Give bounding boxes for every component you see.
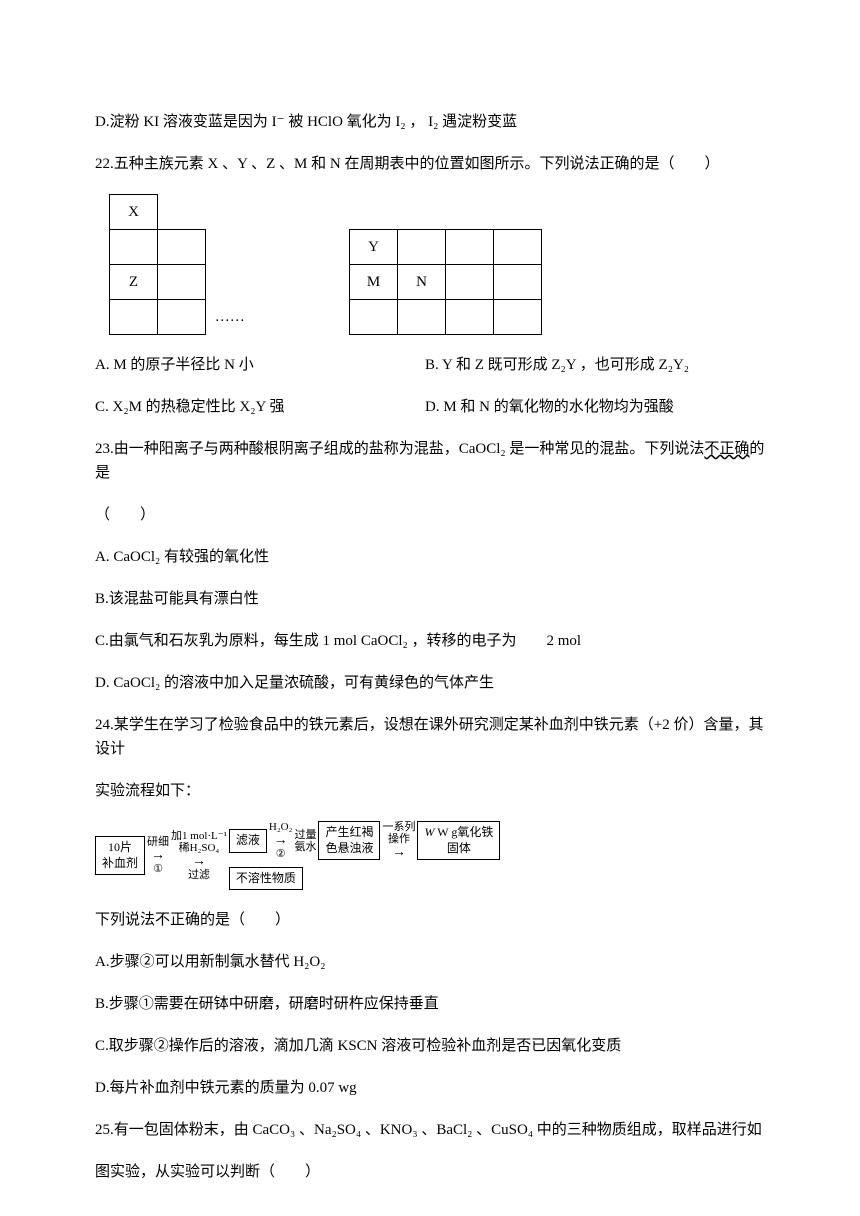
q24-post: 下列说法不正确的是（ ） (95, 908, 765, 932)
flowchart: 10片 补血剂 研细 → ① 加1 mol·L⁻¹ 稀H₂SO₄ → 过滤 滤液… (95, 821, 765, 890)
a4-l1: 过量 (294, 829, 316, 841)
cell-Z: Z (110, 265, 158, 300)
q25-stem-line1: 25.有一包固体粉末，由 CaCO₃ 、Na₂SO₄ 、KNO₃ 、BaCl₂ … (95, 1118, 765, 1142)
a4-l2: 氨水 (294, 841, 316, 853)
arrow-icon: → (192, 854, 206, 869)
q24-stem-line2: 实验流程如下： (95, 779, 765, 803)
cell-Y: Y (350, 230, 398, 265)
q23-stem1-text: 23.由一种阳离子与两种酸根阴离子组成的盐称为混盐，CaOCl₂ 是一种常见的混… (95, 441, 704, 457)
q24-d: D.每片补血剂中铁元素的质量为 0.07 wg (95, 1076, 765, 1100)
q23-b: B.该混盐可能具有漂白性 (95, 587, 765, 611)
flow-box-insoluble: 不溶性物质 (229, 867, 303, 891)
q25-stem-line2: 图实验，从实验可以判断（ ） (95, 1160, 765, 1184)
a3-top: H₂O₂ (269, 821, 293, 833)
q24-b: B.步骤①需要在研钵中研磨，研磨时研杵应保持垂直 (95, 992, 765, 1016)
q23-stem-line1: 23.由一种阳离子与两种酸根阴离子组成的盐称为混盐，CaOCl₂ 是一种常见的混… (95, 437, 765, 485)
q23-a: A. CaOCl₂ 有较强的氧化性 (95, 545, 765, 569)
q23-stem1-underline: 不正确 (704, 441, 749, 457)
flow-box-product: W W g氧化铁 固体 (417, 821, 500, 860)
arrow-acid: 加1 mol·L⁻¹ 稀H₂SO₄ → 过滤 (171, 830, 227, 882)
prod-l1-text: W g氧化铁 (437, 825, 493, 839)
a2-bot: 过滤 (188, 869, 210, 881)
a5-l2: 操作 (388, 833, 410, 845)
arrow-grind: 研细 → ① (147, 836, 169, 876)
box1-l2: 补血剂 (102, 856, 138, 872)
q24-stem-line1: 24.某学生在学习了检验食品中的铁元素后，设想在课外研究测定某补血剂中铁元素（+… (95, 713, 765, 761)
q21-option-d: D.淀粉 KI 溶液变蓝是因为 I⁻ 被 HClO 氧化为 I₂ ， I₂ 遇淀… (95, 110, 765, 134)
arrow-ops: 一系列 操作 → (382, 821, 415, 861)
arrow-icon: → (274, 833, 288, 848)
arrow-icon: → (392, 845, 406, 860)
q22-stem-text: 22.五种主族元素 X 、Y 、Z 、M 和 N 在周期表中的位置如图所示。下列… (95, 156, 719, 172)
a1-top: 研细 (147, 836, 169, 848)
q23-c: C.由氯气和石灰乳为原料，每生成 1 mol CaOCl₂ ，转移的电子为 2 … (95, 629, 765, 653)
prod-l1: W W g氧化铁 (424, 825, 493, 841)
q22-a: A. M 的原子半径比 N 小 (95, 353, 425, 377)
a3-bot: ② (276, 848, 286, 860)
flow-box-tablets: 10片 补血剂 (95, 836, 145, 875)
q24-a: A.步骤②可以用新制氯水替代 H₂O₂ (95, 950, 765, 974)
q22-row-cd: C. X₂M 的热稳定性比 X₂Y 强 D. M 和 N 的氧化物的水化物均为强… (95, 395, 765, 419)
flow-box-filtrate: 滤液 (229, 829, 267, 853)
q22-row-ab: A. M 的原子半径比 N 小 B. Y 和 Z 既可形成 Z₂Y ，也可形成 … (95, 353, 765, 377)
a5-l1: 一系列 (382, 821, 415, 833)
q22-stem: 22.五种主族元素 X 、Y 、Z 、M 和 N 在周期表中的位置如图所示。下列… (95, 152, 765, 176)
cell-X: X (110, 195, 158, 230)
flow-split: 滤液 H₂O₂ → ② 过量 氨水 产生红褐 色悬浊液 一系列 操作 → W W… (229, 821, 501, 890)
q24-c: C.取步骤②操作后的溶液，滴加几滴 KSCN 溶液可检验补血剂是否已因氧化变质 (95, 1034, 765, 1058)
q21d-text: D.淀粉 KI 溶液变蓝是因为 I⁻ 被 HClO 氧化为 I₂ ， I₂ 遇淀… (95, 114, 517, 130)
susp-l1: 产生红褐 (325, 825, 373, 841)
a2-l1: 加1 mol·L⁻¹ (171, 830, 227, 842)
q22-d: D. M 和 N 的氧化物的水化物均为强酸 (425, 395, 674, 419)
cell-N: N (398, 265, 446, 300)
flow-box-suspension: 产生红褐 色悬浊液 (318, 821, 380, 860)
cell-M: M (350, 265, 398, 300)
cell-ellipsis: …… (206, 300, 254, 335)
a2-l2: 稀H₂SO₄ (179, 842, 220, 854)
periodic-table-diagram: X Y Z M N …… (109, 194, 542, 335)
arrow-icon: → (151, 848, 165, 863)
prod-l2: 固体 (424, 841, 493, 857)
q22-b: B. Y 和 Z 既可形成 Z₂Y ，也可形成 Z₂Y₂ (425, 353, 689, 377)
arrow-ammonia: 过量 氨水 (294, 829, 316, 853)
susp-l2: 色悬浊液 (325, 841, 373, 857)
box1-l1: 10片 (102, 840, 138, 856)
arrow-h2o2: H₂O₂ → ② (269, 821, 293, 861)
q23-d: D. CaOCl₂ 的溶液中加入足量浓硫酸，可有黄绿色的气体产生 (95, 671, 765, 695)
q22-c: C. X₂M 的热稳定性比 X₂Y 强 (95, 395, 425, 419)
a1-bot: ① (153, 863, 163, 875)
q23-stem-line2: （ ） (95, 503, 765, 527)
